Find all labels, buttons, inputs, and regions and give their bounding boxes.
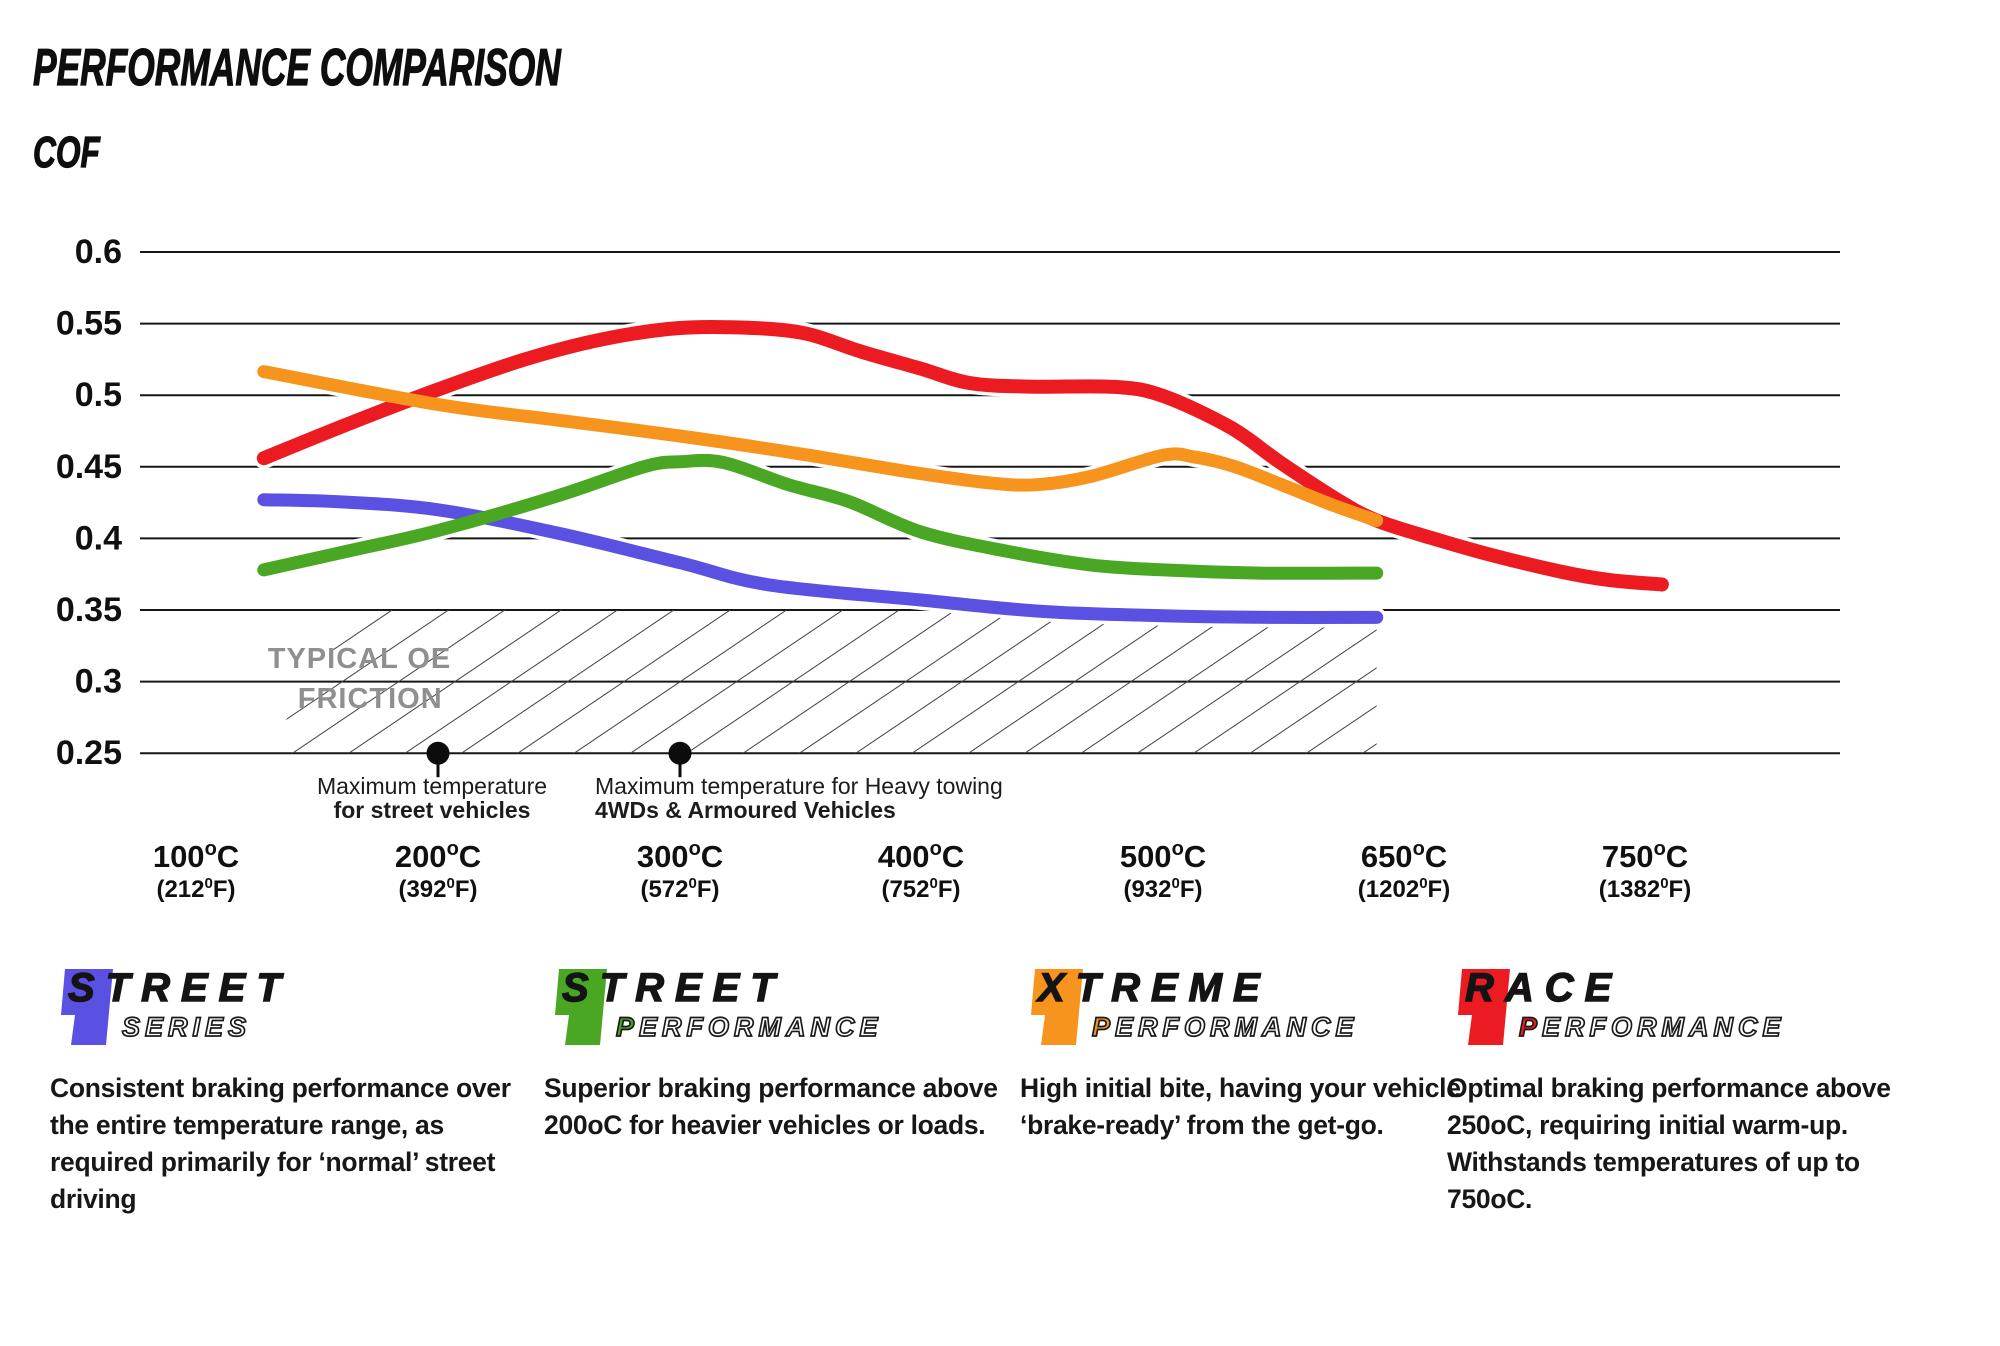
y-tick-label: 0.25 [56, 734, 122, 772]
x-tick-label-celsius: 750oC [1602, 838, 1688, 874]
series-bolt-icon [555, 969, 607, 1045]
series-name: STREET [561, 965, 786, 1010]
series-subname-rest: ERIES [144, 1011, 252, 1043]
x-tick-label-celsius: 200oC [395, 838, 481, 874]
series-lines [256, 319, 1669, 625]
series-subname: SERIES [121, 1011, 252, 1043]
series-subname: PERFORMANCE [1091, 1011, 1359, 1043]
series-description: Optimal braking performance above 250oC,… [1447, 1073, 1891, 1214]
series-description: High initial bite, having your vehicle ‘… [1020, 1073, 1461, 1140]
series-subname: PERFORMANCE [615, 1011, 883, 1043]
series-name: XTREME [1037, 965, 1271, 1010]
series-description: Superior braking performance above 200oC… [544, 1073, 998, 1140]
x-tick-label-celsius: 400oC [878, 838, 964, 874]
y-axis-title: COF [33, 127, 101, 177]
typical-oe-friction-label: TYPICAL OE FRICTION [268, 643, 452, 715]
series-line-xtreme-performance [257, 365, 1384, 527]
series-name: STREET [67, 965, 292, 1010]
annotation-dot-icon [426, 741, 450, 765]
x-tick-label-fahrenheit: (5720F) [640, 875, 719, 903]
series-description: Consistent braking performance over the … [50, 1073, 511, 1214]
series-line-street-performance [257, 453, 1384, 580]
y-tick-label: 0.3 [75, 663, 122, 701]
series-bolt-icon [61, 969, 113, 1045]
legend-street-series: STREET SERIES Consistent braking perform… [48, 952, 518, 1342]
svg-text:Maximum temperature for Heavy: Maximum temperature for Heavy towing [595, 773, 1003, 799]
x-tick-label-celsius: 500oC [1120, 838, 1206, 874]
legend-xtreme-performance: XTREME PERFORMANCE High initial bite, ha… [1018, 952, 1488, 1342]
y-tick-label: 0.5 [75, 376, 122, 414]
svg-text:FRICTION: FRICTION [298, 683, 443, 715]
y-tick-label: 0.4 [75, 519, 122, 557]
y-tick-label: 0.55 [56, 305, 122, 343]
legend-race-performance: RACE PERFORMANCE Optimal braking perform… [1445, 952, 1915, 1342]
series-subname-first-letter: P [1518, 1011, 1543, 1043]
typical-oe-friction-band [263, 610, 1377, 754]
series-subname-first-letter: P [1091, 1011, 1116, 1043]
series-subname-rest: ERFORMANCE [1541, 1011, 1786, 1043]
series-subname: PERFORMANCE [1518, 1011, 1786, 1043]
series-subname-first-letter: S [121, 1011, 146, 1043]
series-bolt-icon [1458, 969, 1510, 1045]
x-tick-label-fahrenheit: (2120F) [156, 875, 235, 903]
cof-temperature-chart: 0.6 0.55 0.5 0.45 0.4 0.35 0.3 0.25 TYPICAL OE FR… [56, 233, 1840, 903]
series-name: RACE [1464, 965, 1623, 1010]
x-tick-label-fahrenheit: (13820F) [1599, 875, 1691, 903]
svg-text:TYPICAL OE: TYPICAL OE [268, 643, 452, 675]
legend-street-performance: STREET PERFORMANCE Superior braking perf… [542, 952, 1012, 1342]
series-bolt-icon [1031, 969, 1083, 1045]
y-tick-label: 0.6 [75, 233, 122, 271]
svg-text:Maximum temperature: Maximum temperature [317, 773, 547, 799]
y-tick-label: 0.35 [56, 591, 122, 629]
svg-text:4WDs & Armoured Vehicles: 4WDs & Armoured Vehicles [595, 797, 896, 823]
y-tick-label: 0.45 [56, 448, 122, 486]
series-legend: STREET SERIES Consistent braking perform… [0, 952, 2000, 1342]
x-tick-label-celsius: 100oC [153, 838, 239, 874]
y-axis-tick-labels: 0.6 0.55 0.5 0.45 0.4 0.35 0.3 0.25 [56, 233, 122, 772]
series-subname-first-letter: P [615, 1011, 640, 1043]
x-tick-label-fahrenheit: (7520F) [881, 875, 960, 903]
series-line-street-series [257, 493, 1384, 625]
page-title: PERFORMANCE COMPARISON [33, 39, 562, 98]
x-tick-label-fahrenheit: (9320F) [1123, 875, 1202, 903]
annotation-dot-icon [668, 741, 692, 765]
x-tick-label-fahrenheit: (3920F) [398, 875, 477, 903]
x-axis-tick-labels: 100oC(2120F) 200oC(3920F) 300oC(5720F) 400o… [153, 838, 1691, 903]
svg-text:for street vehicles: for street vehicles [334, 797, 531, 823]
x-tick-label-celsius: 300oC [637, 838, 723, 874]
series-subname-rest: ERFORMANCE [1114, 1011, 1359, 1043]
series-line-race-performance [256, 319, 1669, 592]
x-tick-label-fahrenheit: (12020F) [1358, 875, 1450, 903]
x-tick-label-celsius: 650oC [1361, 838, 1447, 874]
max-temperature-annotation: Maximum temperature for Heavy towing4WDs… [595, 741, 1003, 823]
series-subname-rest: ERFORMANCE [638, 1011, 883, 1043]
